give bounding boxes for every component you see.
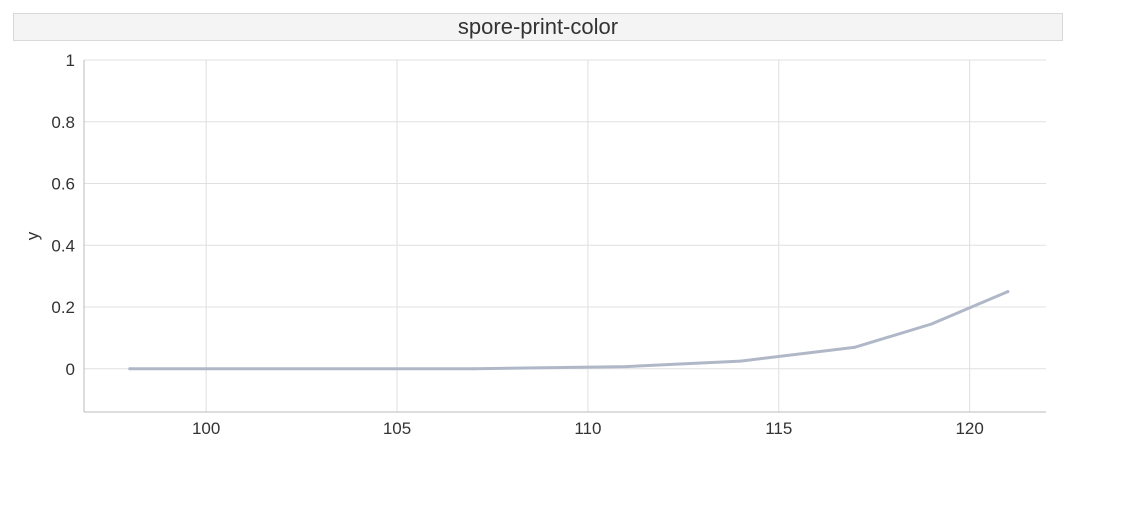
x-tick-labels: 100 105 110 115 120 <box>192 419 984 438</box>
y-tick-label: 0.4 <box>51 236 75 255</box>
data-point <box>128 367 132 371</box>
data-point <box>739 359 743 363</box>
data-point <box>929 322 933 326</box>
x-tick-label: 115 <box>765 419 792 438</box>
x-tick-label: 105 <box>383 419 411 438</box>
y-tick-label: 0.6 <box>51 175 75 194</box>
series-line <box>128 290 1010 371</box>
grid <box>84 59 1046 412</box>
data-point <box>624 365 628 369</box>
y-tick-label: 0.8 <box>51 113 75 132</box>
data-point <box>853 345 857 349</box>
y-axis-label: y <box>23 231 42 240</box>
y-tick-label: 1 <box>66 51 75 70</box>
x-tick-label: 120 <box>955 419 983 438</box>
x-tick-label: 110 <box>574 419 601 438</box>
data-point <box>471 367 475 371</box>
data-point <box>1006 290 1010 294</box>
y-tick-label: 0 <box>66 360 75 379</box>
y-tick-labels: 0 0.2 0.4 0.6 0.8 1 <box>51 51 75 379</box>
chart-title: spore-print-color <box>457 14 619 39</box>
chart-title-bar: spore-print-color <box>13 13 1063 41</box>
x-tick-label: 100 <box>192 419 220 438</box>
series-group <box>128 290 1010 371</box>
y-tick-label: 0.2 <box>51 298 75 317</box>
axes <box>83 60 1046 413</box>
